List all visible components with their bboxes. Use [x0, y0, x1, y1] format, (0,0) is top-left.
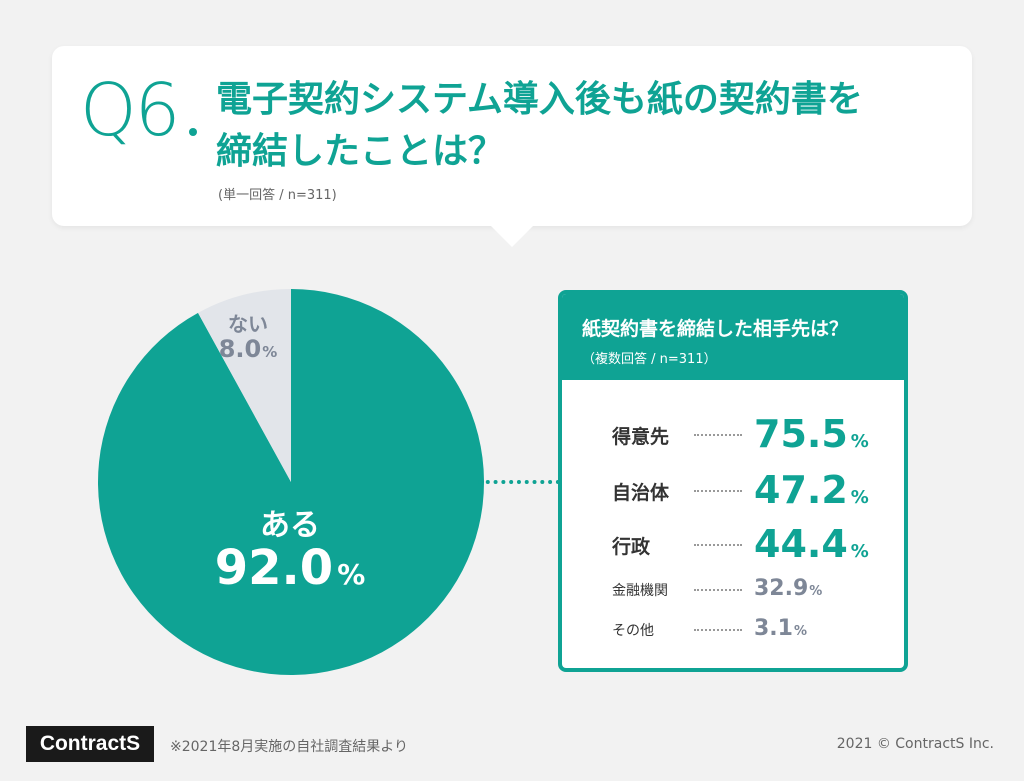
question-title: 電子契約システム導入後も紙の契約書を 締結したことは？	[216, 74, 936, 178]
breakdown-row-value: 75.5%	[754, 412, 869, 456]
breakdown-row-leader	[694, 544, 742, 546]
pie-value-no-number: 8.0	[218, 335, 262, 363]
breakdown-row-value: 3.1%	[754, 616, 807, 641]
breakdown-title: 紙契約書を締結した相手先は？	[582, 318, 849, 340]
breakdown-row-value: 32.9%	[754, 576, 822, 601]
breakdown-row-leader	[694, 589, 742, 591]
breakdown-row-number: 3.1	[754, 616, 793, 641]
question-sample-size: (単一回答 / n=311)	[218, 188, 337, 203]
question-title-line2: 締結したことは？	[216, 131, 505, 172]
breakdown-row-leader	[694, 629, 742, 631]
pie-value-yes: 92.0%	[190, 540, 390, 596]
pie-value-no-unit: %	[262, 343, 278, 361]
pie-chart	[97, 289, 484, 675]
breakdown-row-number: 47.2	[754, 468, 848, 512]
question-title-line1: 電子契約システム導入後も紙の契約書を	[216, 79, 863, 120]
pie-value-no: 8.0%	[208, 335, 288, 363]
pie-label-yes: ある	[260, 508, 320, 543]
copyright: 2021 © ContractS Inc.	[836, 736, 994, 752]
breakdown-row-leader	[694, 490, 742, 492]
pie-slice-no	[198, 289, 291, 482]
contracts-logo: ContractS	[26, 726, 154, 762]
question-number-dot	[189, 128, 197, 136]
breakdown-panel: 紙契約書を締結した相手先は？ （複数回答 / n=311） 得意先 75.5% 自治…	[558, 290, 908, 672]
dotted-connector	[478, 480, 560, 484]
breakdown-row-label: 金融機関	[612, 583, 668, 599]
breakdown-row-number: 75.5	[754, 412, 848, 456]
pie-slice-yes	[97, 289, 484, 675]
breakdown-row-unit: %	[850, 541, 869, 562]
breakdown-row-label: その他	[612, 623, 654, 639]
question-card-tail	[490, 225, 534, 247]
breakdown-row-value: 44.4%	[754, 522, 869, 566]
breakdown-row-leader	[694, 434, 742, 436]
question-card	[52, 46, 972, 226]
breakdown-row-value: 47.2%	[754, 468, 869, 512]
breakdown-sample-size: （複数回答 / n=311）	[582, 352, 717, 367]
breakdown-row-label: 自治体	[612, 482, 670, 504]
pie-value-yes-number: 92.0	[214, 540, 334, 596]
breakdown-row-unit: %	[850, 487, 869, 508]
breakdown-row-unit: %	[850, 431, 869, 452]
breakdown-row-label: 行政	[612, 536, 651, 558]
breakdown-row-number: 44.4	[754, 522, 848, 566]
breakdown-panel-header: 紙契約書を締結した相手先は？ （複数回答 / n=311）	[562, 294, 904, 380]
breakdown-row-unit: %	[809, 584, 823, 599]
pie-value-yes-unit: %	[337, 558, 366, 591]
pie-label-no: ない	[228, 312, 268, 336]
breakdown-row-label: 得意先	[612, 426, 670, 448]
question-number: Q6	[80, 68, 180, 152]
breakdown-row-unit: %	[793, 624, 808, 639]
breakdown-row-number: 32.9	[754, 576, 809, 601]
footnote: ※2021年8月実施の自社調査結果より	[170, 739, 408, 755]
